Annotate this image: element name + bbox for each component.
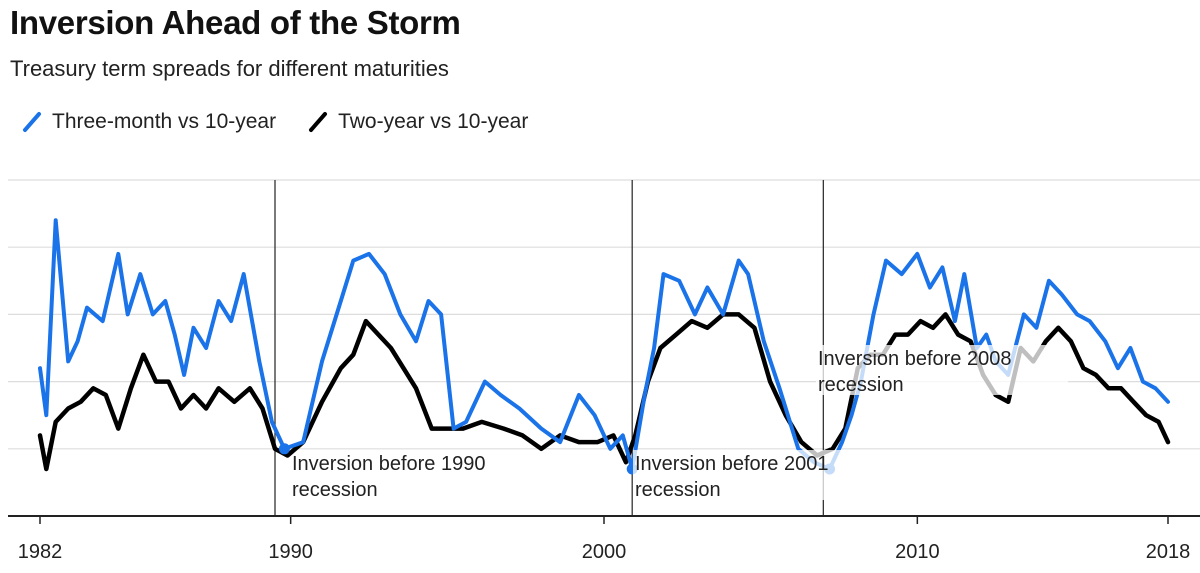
legend-label-two-year: Two-year vs 10-year (338, 110, 529, 133)
legend-label-three-month: Three-month vs 10-year (52, 110, 277, 133)
annotation-line1-1: Inversion before 2001 (635, 453, 828, 475)
x-tick-label-2010: 2010 (895, 541, 940, 563)
series-line-three-month (38, 218, 1170, 471)
annotation-1: Inversion before 2001 recession (633, 450, 885, 501)
series-group (37, 218, 1171, 472)
x-tick-label-1982: 1982 (18, 541, 63, 563)
annotation-line1-0: Inversion before 1990 (292, 453, 485, 475)
annotation-bg-2 (816, 345, 1068, 395)
legend-swatch-black (309, 112, 328, 132)
annotation-line2-1: recession (635, 479, 721, 501)
annotation-bg-1 (633, 450, 885, 500)
annotation-line2-0: recession (292, 479, 378, 501)
x-tick-label-1990: 1990 (268, 541, 313, 563)
chart-title: Inversion Ahead of the Storm (10, 4, 461, 41)
inversion-dot-0 (278, 443, 290, 455)
legend-swatch-blue (23, 112, 41, 132)
chart-subtitle: Treasury term spreads for different matu… (10, 56, 449, 81)
legend: Three-month vs 10-year Two-year vs 10-ye… (22, 110, 560, 134)
annotation-line1-2: Inversion before 2008 (818, 348, 1011, 370)
x-tick-label-2000: 2000 (582, 541, 627, 563)
x-tick-label-2018: 2018 (1146, 541, 1191, 563)
annotation-line2-2: recession (818, 374, 904, 396)
annotation-2: Inversion before 2008 recession (816, 345, 1068, 396)
series-line-two-year (37, 312, 1171, 472)
annotation-0: Inversion before 1990 recession (292, 453, 485, 501)
legend-item-three-month: Three-month vs 10-year (22, 110, 276, 134)
legend-item-two-year: Two-year vs 10-year (308, 110, 528, 134)
